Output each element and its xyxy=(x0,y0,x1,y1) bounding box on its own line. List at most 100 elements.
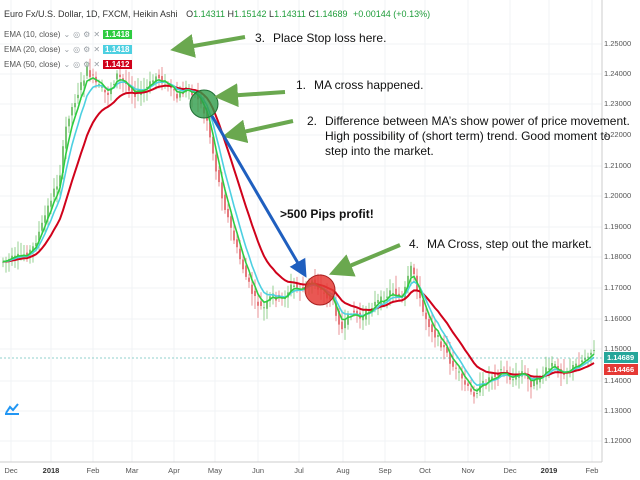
annotation-stop-loss: 3. Place Stop loss here. xyxy=(255,31,386,46)
candle-body xyxy=(62,146,64,173)
indicator-value: 1.1418 xyxy=(103,30,132,39)
candle-body xyxy=(122,78,124,81)
candle-body xyxy=(86,66,88,76)
candle-body xyxy=(425,312,427,320)
candle-body xyxy=(470,388,472,392)
indicator-label[interactable]: EMA (10, close) xyxy=(4,30,61,39)
candle-body xyxy=(476,392,478,394)
time-tick: Dec xyxy=(4,466,18,475)
tradingview-logo-icon[interactable] xyxy=(5,403,19,415)
candle-body xyxy=(29,249,31,253)
settings-icon[interactable]: ⚙ xyxy=(83,30,91,39)
visibility-icon[interactable]: ◎ xyxy=(73,30,81,39)
candle-body xyxy=(575,363,577,366)
indicator-label[interactable]: EMA (50, close) xyxy=(4,60,61,69)
settings-icon[interactable]: ⚙ xyxy=(83,60,91,69)
candle-body xyxy=(341,321,343,330)
candle-body xyxy=(410,265,412,277)
candle-body xyxy=(233,230,235,241)
indicator-label[interactable]: EMA (20, close) xyxy=(4,45,61,54)
visibility-icon[interactable]: ◎ xyxy=(73,45,81,54)
candle-body xyxy=(110,88,112,95)
arrow-exit-cross xyxy=(328,243,401,277)
visibility-icon[interactable]: ◎ xyxy=(73,60,81,69)
candle-body xyxy=(497,374,499,376)
time-tick: Sep xyxy=(378,466,392,475)
ema-50-line xyxy=(2,84,595,378)
candle-body xyxy=(98,84,100,86)
candle-body xyxy=(53,188,55,197)
annotation-text: MA cross happened. xyxy=(314,78,424,92)
candle-body xyxy=(239,248,241,260)
candle-body xyxy=(47,205,49,219)
candle-body xyxy=(44,215,46,223)
candle-body xyxy=(338,310,340,325)
chevron-down-icon[interactable]: ⌄ xyxy=(63,30,71,39)
candle-body xyxy=(473,392,475,397)
candle-body xyxy=(209,122,211,138)
ohlc-close: 1.14689 xyxy=(314,9,348,19)
time-tick: Oct xyxy=(419,466,431,475)
indicator-row-ema50[interactable]: EMA (50, close) ⌄ ◎ ⚙ ✕ 1.1412 xyxy=(4,60,132,69)
candle-body xyxy=(221,182,223,199)
ohlc-low: 1.14311 xyxy=(274,9,306,19)
candle-body xyxy=(290,284,292,291)
indicator-row-ema10[interactable]: EMA (10, close) ⌄ ◎ ⚙ ✕ 1.1418 xyxy=(4,30,132,39)
candle-body xyxy=(440,341,442,348)
candle-body xyxy=(551,362,553,367)
candle-body xyxy=(155,76,157,83)
time-tick: Aug xyxy=(336,466,350,475)
exit-circle-marker xyxy=(304,274,336,306)
candle-body xyxy=(533,380,535,387)
symbol-header: Euro Fx/U.S. Dollar, 1D, FXCM, Heikin As… xyxy=(4,9,430,19)
candle-body xyxy=(407,275,409,289)
candle-body xyxy=(302,287,304,289)
ema-price-badge: 1.14466 xyxy=(604,364,638,375)
chevron-down-icon[interactable]: ⌄ xyxy=(63,60,71,69)
candle-body xyxy=(113,84,115,86)
price-tick: 1.13000 xyxy=(604,406,632,415)
close-icon[interactable]: ✕ xyxy=(93,60,101,69)
candle-body xyxy=(458,371,460,373)
candle-body xyxy=(41,222,43,231)
candle-body xyxy=(218,170,220,183)
time-tick: Feb xyxy=(585,466,599,475)
candle-body xyxy=(554,364,556,366)
symbol-title[interactable]: Euro Fx/U.S. Dollar, 1D, FXCM, Heikin As… xyxy=(4,9,178,19)
ema-10-line xyxy=(2,76,595,392)
candle-body xyxy=(80,82,82,91)
candle-body xyxy=(548,368,550,370)
candle-body xyxy=(512,379,514,381)
candle-body xyxy=(32,246,34,251)
candle-body xyxy=(455,367,457,369)
candle-body xyxy=(443,344,445,348)
candle-body xyxy=(227,208,229,218)
indicator-row-ema20[interactable]: EMA (20, close) ⌄ ◎ ⚙ ✕ 1.1418 xyxy=(4,45,132,54)
close-icon[interactable]: ✕ xyxy=(93,45,101,54)
time-tick: Jun xyxy=(251,466,265,475)
time-tick: Dec xyxy=(503,466,517,475)
annotation-text: MA Cross, step out the market. xyxy=(427,237,592,251)
candle-body xyxy=(236,239,238,248)
candle-body xyxy=(56,186,58,190)
close-icon[interactable]: ✕ xyxy=(93,30,101,39)
candle-body xyxy=(245,265,247,277)
annotation-profit: >500 Pips profit! xyxy=(280,207,374,221)
chevron-down-icon[interactable]: ⌄ xyxy=(63,45,71,54)
settings-icon[interactable]: ⚙ xyxy=(83,45,91,54)
annotation-text-line3: step into the market. xyxy=(325,144,434,158)
candle-body xyxy=(587,356,589,358)
candle-body xyxy=(131,86,133,92)
price-tick: 1.21000 xyxy=(604,161,632,170)
candle-body xyxy=(380,296,382,305)
candle-body xyxy=(428,319,430,327)
candle-body xyxy=(104,89,106,93)
candle-body xyxy=(65,126,67,149)
candle-body xyxy=(92,74,94,76)
candle-body xyxy=(101,86,103,88)
candle-body xyxy=(395,288,397,297)
candle-body xyxy=(422,299,424,312)
candle-body xyxy=(581,360,583,362)
candle-body xyxy=(539,379,541,383)
